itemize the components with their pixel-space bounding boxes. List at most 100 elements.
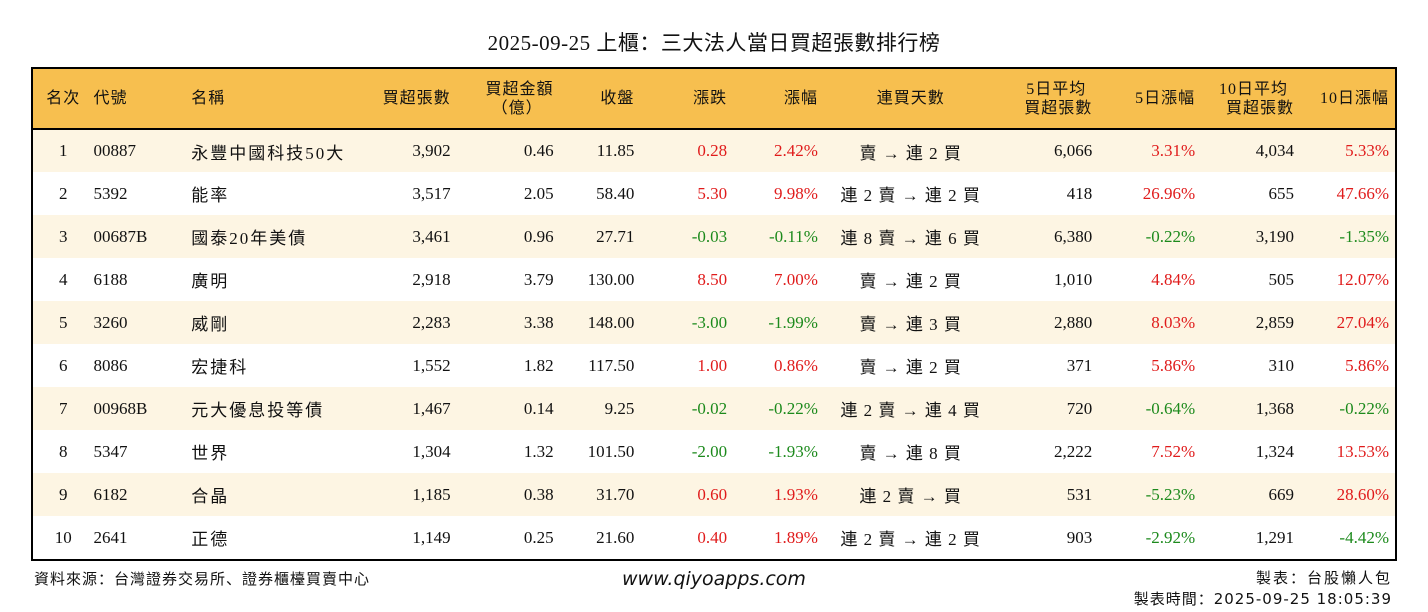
buy-lots-cell: 3,517	[412, 183, 451, 203]
pct5-cell: 8.03%	[1151, 312, 1196, 332]
name-cell: 合晶	[191, 487, 230, 506]
avg10-cell: 2,859	[1255, 312, 1295, 332]
close-cell: 101.50	[587, 441, 635, 461]
streak-cell: 連 2 賣 → 連 4 買	[840, 401, 981, 420]
rank-cell: 4	[59, 269, 68, 289]
pct10-cell: 47.66%	[1336, 183, 1389, 203]
streak-cell: 連 2 賣 → 買	[859, 487, 962, 506]
pct5-cell: 7.52%	[1151, 441, 1196, 461]
avg10-cell: 1,324	[1255, 441, 1295, 461]
pct10-cell: 5.33%	[1345, 141, 1389, 160]
buy-lots-cell: 1,552	[412, 355, 451, 375]
change-cell: 8.50	[697, 269, 728, 289]
avg5-cell: 2,222	[1054, 441, 1093, 461]
table-row[interactable]: 10 2641 正德 1,149 0.25 21.60 0.40 1.89% 連 2 賣 → 連…	[33, 516, 1395, 559]
name-cell: 永豐中國科技50大	[191, 143, 346, 163]
col-header-close: 收盤	[600, 90, 635, 107]
change-cell: -2.00	[691, 441, 728, 461]
col-header-avg10-line2: 買超張數	[1226, 99, 1295, 117]
rank-cell: 10	[54, 527, 72, 547]
col-header-change: 漲跌	[693, 90, 728, 107]
table-row[interactable]: 2 5392 能率 3,517 2.05 58.40 5.30 9.98% 連 2 賣 → 連 …	[33, 172, 1395, 215]
col-header-rank: 名次	[46, 90, 81, 107]
change-pct-cell: -0.22%	[768, 398, 818, 418]
change-cell: -3.00	[691, 312, 728, 332]
close-cell: 58.40	[596, 183, 635, 203]
avg10-cell: 3,190	[1255, 226, 1295, 246]
col-header-code: 代號	[93, 90, 128, 107]
name-cell: 國泰20年美債	[191, 229, 308, 248]
pct5-cell: -5.23%	[1145, 484, 1196, 504]
avg5-cell: 531	[1066, 484, 1093, 504]
buy-lots-cell: 1,149	[412, 527, 451, 547]
code-cell: 2641	[93, 527, 128, 547]
close-cell: 130.00	[587, 269, 635, 289]
avg5-cell: 418	[1066, 183, 1093, 203]
rank-cell: 9	[59, 484, 68, 504]
buy-lots-cell: 2,283	[412, 312, 451, 332]
change-cell: -0.02	[691, 398, 728, 418]
avg5-cell: 903	[1066, 527, 1093, 547]
change-cell: 0.40	[697, 527, 728, 547]
pct5-cell: 3.31%	[1151, 141, 1196, 160]
table-row[interactable]: 9 6182 合晶 1,185 0.38 31.70 0.60 1.93% 連 2 賣 → 買 5…	[33, 473, 1395, 516]
table-row[interactable]: 3 00687B 國泰20年美債 3,461 0.96 27.71 -0.03 -0.11% 連…	[33, 215, 1395, 258]
change-pct-cell: -0.11%	[769, 226, 818, 246]
close-cell: 11.85	[596, 141, 635, 160]
table-row[interactable]: 1 00887 永豐中國科技50大 3,902 0.46 11.85 0.28 2.42% 賣 …	[33, 129, 1395, 172]
code-cell: 5392	[93, 183, 128, 203]
close-cell: 27.71	[596, 226, 635, 246]
buy-amount-cell: 0.25	[523, 527, 554, 547]
buy-amount-cell: 3.79	[523, 269, 554, 289]
name-cell: 元大優息投等債	[191, 401, 325, 420]
streak-cell: 連 2 賣 → 連 2 買	[840, 186, 981, 205]
buy-amount-cell: 1.82	[523, 355, 554, 375]
rank-cell: 1	[59, 141, 68, 160]
col-header-avg10-line1: 10日平均	[1219, 80, 1289, 98]
streak-cell: 賣 → 連 2 買	[859, 272, 962, 291]
website-link[interactable]: www.qiyoapps.com	[622, 568, 806, 590]
avg10-cell: 310	[1268, 355, 1295, 375]
change-pct-cell: 2.42%	[774, 141, 818, 160]
buy-amount-cell: 2.05	[523, 183, 554, 203]
pct10-cell: 12.07%	[1336, 269, 1389, 289]
table-row[interactable]: 5 3260 威剛 2,283 3.38 148.00 -3.00 -1.99% 賣 → 連 3…	[33, 301, 1395, 344]
name-cell: 廣明	[191, 272, 230, 291]
col-header-streak: 連買天數	[876, 90, 945, 107]
change-cell: 0.28	[697, 141, 728, 160]
name-cell: 正德	[191, 530, 230, 549]
change-pct-cell: 7.00%	[774, 269, 818, 289]
rank-cell: 8	[59, 441, 68, 461]
avg5-cell: 720	[1066, 398, 1093, 418]
table-row[interactable]: 7 00968B 元大優息投等債 1,467 0.14 9.25 -0.02 -0.22% 連 …	[33, 387, 1395, 430]
table-row[interactable]: 8 5347 世界 1,304 1.32 101.50 -2.00 -1.93% 賣 → 連 8…	[33, 430, 1395, 473]
streak-cell: 賣 → 連 2 買	[859, 143, 962, 163]
col-header-avg5: 5日平均 買超張數	[995, 69, 1092, 129]
table-row[interactable]: 6 8086 宏捷科 1,552 1.82 117.50 1.00 0.86% 賣 → 連 2 …	[33, 344, 1395, 387]
pct10-cell: -0.22%	[1339, 398, 1389, 418]
avg5-cell: 2,880	[1054, 312, 1093, 332]
col-header-buy-amount-line2: （億）	[491, 99, 543, 117]
table-header-row: 名次 代號 名稱 買超張數 買超金額 （億） 收盤 漲跌 漲幅 連買天數 5日平…	[33, 69, 1395, 129]
change-cell: -0.03	[691, 226, 728, 246]
change-pct-cell: -1.93%	[768, 441, 818, 461]
close-cell: 21.60	[596, 527, 635, 547]
code-cell: 00968B	[93, 398, 148, 418]
table-row[interactable]: 4 6188 廣明 2,918 3.79 130.00 8.50 7.00% 賣 → 連 2 買…	[33, 258, 1395, 301]
buy-lots-cell: 3,902	[412, 141, 451, 160]
col-header-buy-amount-line1: 買超金額	[485, 80, 554, 98]
pct5-cell: -0.64%	[1145, 398, 1196, 418]
name-cell: 宏捷科	[191, 358, 249, 377]
name-cell: 能率	[191, 186, 230, 205]
pct5-cell: -2.92%	[1145, 527, 1196, 547]
pct10-cell: -4.42%	[1339, 527, 1389, 547]
close-cell: 117.50	[588, 355, 635, 375]
change-pct-cell: 1.89%	[774, 527, 818, 547]
code-cell: 6188	[93, 269, 128, 289]
col-header-avg5-line1: 5日平均	[1026, 80, 1087, 98]
buy-lots-cell: 2,918	[412, 269, 451, 289]
buy-amount-cell: 0.14	[523, 398, 554, 418]
change-pct-cell: 9.98%	[774, 183, 818, 203]
pct10-cell: 27.04%	[1336, 312, 1389, 332]
maker-credit: 製表：台股懶人包	[1255, 569, 1392, 587]
